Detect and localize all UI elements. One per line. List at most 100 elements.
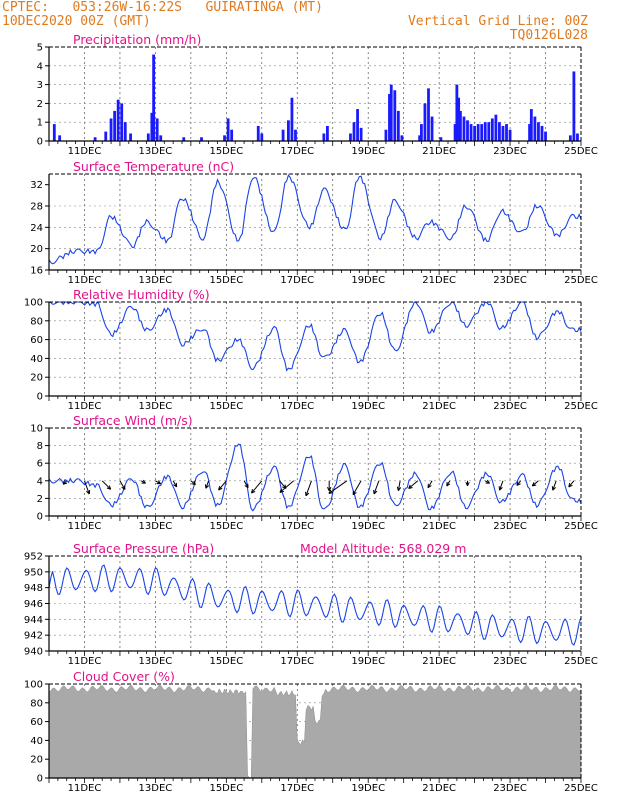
y-tick-label: 100 [24,298,43,309]
panel-title: Surface Temperature (nC) [73,159,234,174]
wind-vector-head [373,490,378,495]
wind-vector-head [251,489,253,494]
x-tick-label: 25DEC [564,275,598,286]
panel-title: Precipitation (mm/h) [73,32,201,47]
precip-bar [459,110,462,141]
x-tick-label: 15DEC [209,656,243,667]
precip-bar [476,124,480,141]
y-tick-label: 4 [37,61,43,72]
y-tick-label: 40 [30,736,43,747]
wind-vector-head [244,485,249,489]
wind-line [48,443,582,512]
wind-vector [352,480,362,495]
x-tick-label: 21DEC [422,146,456,157]
panel-3 [45,427,582,521]
precip-bar [529,109,533,141]
y-tick-label: 952 [24,552,43,563]
precip-bar [400,135,404,141]
wind-vector [531,480,539,487]
y-tick-label: 946 [24,599,43,610]
precip-bar [396,110,400,141]
wind-vector-head [499,487,503,491]
precip-bar [326,125,329,141]
wind-vector-head [106,487,111,490]
wind-vector-head [108,485,112,490]
y-tick-label: 28 [30,202,43,213]
wind-vector [243,480,249,488]
y-tick-label: 6 [37,459,43,470]
wind-vector-head [467,481,470,487]
wind-vector-head [191,483,196,486]
precip-bar [200,137,203,141]
wind-vector [101,480,112,490]
y-tick-label: 80 [30,316,43,327]
precip-bar [418,135,422,141]
y-tick-label: 2 [37,99,43,110]
precip-bar [93,137,97,141]
x-tick-label: 17DEC [280,275,314,286]
panel-2 [45,301,582,401]
y-tick-label: 20 [30,373,43,384]
y-tick-label: 948 [24,583,43,594]
wind-vector-head [328,486,332,492]
x-tick-label: 25DEC [564,146,598,157]
y-tick-label: 0 [37,137,43,148]
cloud-cover-area [48,684,582,779]
x-tick-label: 21DEC [422,275,456,286]
y-tick-label: 3 [37,80,43,91]
precip-bar [182,137,186,141]
x-tick-label: 15DEC [209,783,243,794]
precip-bar [260,133,264,141]
x-tick-label: 15DEC [209,521,243,532]
y-tick-label: 8 [37,441,43,452]
wind-vector-head [157,480,162,485]
x-tick-label: 17DEC [280,521,314,532]
y-tick-label: 24 [30,223,43,234]
x-tick-label: 25DEC [564,521,598,532]
x-tick-label: 13DEC [139,275,173,286]
x-tick-label: 23DEC [493,146,527,157]
wind-vector-head [63,482,68,485]
y-tick-label: 0 [37,392,43,403]
wind-vector-head [218,485,221,491]
x-tick-label: 13DEC [139,783,173,794]
x-tick-label: 25DEC [564,656,598,667]
x-tick-label: 13DEC [139,146,173,157]
x-tick-label: 15DEC [209,146,243,157]
wind-vector-head [62,480,65,485]
panel-subtitle: Model Altitude: 568.029 m [300,541,466,556]
precip-bar [120,103,124,141]
precip-bar [505,124,508,141]
precip-bar [322,133,326,141]
wind-vector [279,480,295,493]
x-tick-label: 11DEC [68,401,102,412]
wind-vector [328,480,348,494]
wind-vector [397,480,401,491]
y-tick-label: 0 [37,512,43,523]
wind-vector-head [326,486,330,492]
x-tick-label: 21DEC [422,401,456,412]
panel-title: Cloud Cover (%) [73,669,175,684]
precip-bar [483,122,487,141]
precip-bar [129,133,132,141]
panel-0 [45,46,582,146]
wind-vector-head [328,492,333,494]
x-tick-label: 15DEC [209,275,243,286]
precip-bar [501,125,505,141]
y-tick-label: 100 [24,680,43,691]
precip-bar [393,90,397,141]
wind-vector-head [446,483,451,487]
wind-vector-head [86,490,90,495]
wind-vector [373,480,380,495]
precip-bar [389,84,393,141]
x-tick-label: 15DEC [209,401,243,412]
y-tick-label: 942 [24,631,43,642]
temperature-line [48,174,582,265]
precip-bar [508,129,512,141]
wind-vector [279,480,287,489]
x-tick-label: 17DEC [280,783,314,794]
precip-bar [109,118,113,141]
plot-area [49,302,581,396]
header-right-line1: Vertical Grid Line: 00Z [407,14,588,29]
precip-bar [113,110,117,141]
